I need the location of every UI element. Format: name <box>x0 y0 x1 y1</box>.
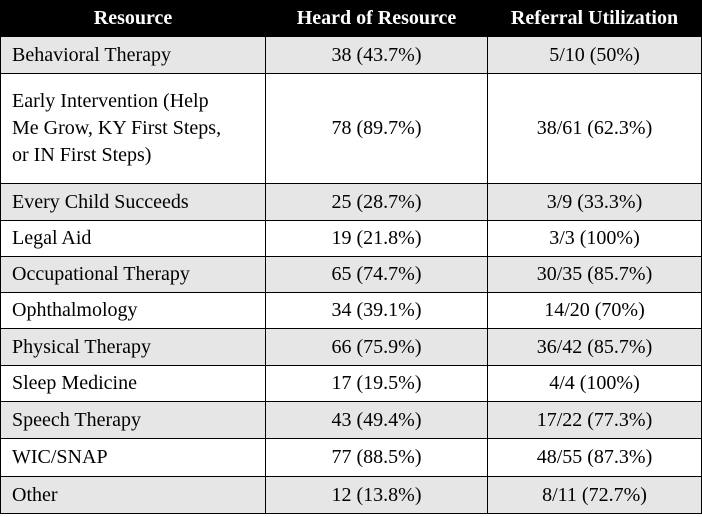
heard-cell: 38 (43.7%) <box>265 36 488 74</box>
heard-cell: 34 (39.1%) <box>265 292 488 329</box>
table-row: Early Intervention (Help Me Grow, KY Fir… <box>0 73 702 184</box>
table-row: Speech Therapy 43 (49.4%) 17/22 (77.3%) <box>0 401 702 439</box>
resource-line: or IN First Steps) <box>12 144 152 166</box>
resource-cell: Speech Therapy <box>0 401 266 439</box>
referral-cell: 38/61 (62.3%) <box>487 73 702 184</box>
resource-cell: WIC/SNAP <box>0 438 266 477</box>
heard-cell: 66 (75.9%) <box>265 328 488 366</box>
column-header-heard-of-resource: Heard of Resource <box>265 0 488 37</box>
table-row: Physical Therapy 66 (75.9%) 36/42 (85.7%… <box>0 328 702 366</box>
referral-cell: 14/20 (70%) <box>487 292 702 329</box>
heard-cell: 65 (74.7%) <box>265 256 488 293</box>
resource-cell: Sleep Medicine <box>0 365 266 402</box>
resource-cell: Early Intervention (Help Me Grow, KY Fir… <box>0 73 266 184</box>
resource-cell: Ophthalmology <box>0 292 266 329</box>
referral-cell: 48/55 (87.3%) <box>487 438 702 477</box>
referral-cell: 8/11 (72.7%) <box>487 476 702 514</box>
table-row: WIC/SNAP 77 (88.5%) 48/55 (87.3%) <box>0 438 702 477</box>
table-row: Other 12 (13.8%) 8/11 (72.7%) <box>0 476 702 514</box>
heard-cell: 77 (88.5%) <box>265 438 488 477</box>
table-row: Occupational Therapy 65 (74.7%) 30/35 (8… <box>0 256 702 293</box>
referral-cell: 4/4 (100%) <box>487 365 702 402</box>
column-header-referral-utilization: Referral Utilization <box>487 0 702 37</box>
referral-cell: 30/35 (85.7%) <box>487 256 702 293</box>
table-row: Every Child Succeeds 25 (28.7%) 3/9 (33.… <box>0 183 702 221</box>
heard-cell: 78 (89.7%) <box>265 73 488 184</box>
referral-cell: 36/42 (85.7%) <box>487 328 702 366</box>
referral-cell: 17/22 (77.3%) <box>487 401 702 439</box>
resource-cell: Other <box>0 476 266 514</box>
column-header-resource: Resource <box>0 0 266 37</box>
resource-cell: Behavioral Therapy <box>0 36 266 74</box>
heard-cell: 12 (13.8%) <box>265 476 488 514</box>
table-row: Ophthalmology 34 (39.1%) 14/20 (70%) <box>0 292 702 329</box>
resource-cell: Legal Aid <box>0 220 266 257</box>
header-row: Resource Heard of Resource Referral Util… <box>0 0 702 37</box>
heard-cell: 43 (49.4%) <box>265 401 488 439</box>
resource-cell: Occupational Therapy <box>0 256 266 293</box>
table-row: Legal Aid 19 (21.8%) 3/3 (100%) <box>0 220 702 257</box>
heard-cell: 17 (19.5%) <box>265 365 488 402</box>
resource-line: Me Grow, KY First Steps, <box>12 117 222 139</box>
resource-cell: Every Child Succeeds <box>0 183 266 221</box>
table-row: Behavioral Therapy 38 (43.7%) 5/10 (50%) <box>0 36 702 74</box>
referral-cell: 3/3 (100%) <box>487 220 702 257</box>
table-row: Sleep Medicine 17 (19.5%) 4/4 (100%) <box>0 365 702 402</box>
resource-cell: Physical Therapy <box>0 328 266 366</box>
heard-cell: 25 (28.7%) <box>265 183 488 221</box>
resource-line: Early Intervention (Help <box>12 90 209 112</box>
heard-cell: 19 (21.8%) <box>265 220 488 257</box>
referral-cell: 3/9 (33.3%) <box>487 183 702 221</box>
referral-cell: 5/10 (50%) <box>487 36 702 74</box>
